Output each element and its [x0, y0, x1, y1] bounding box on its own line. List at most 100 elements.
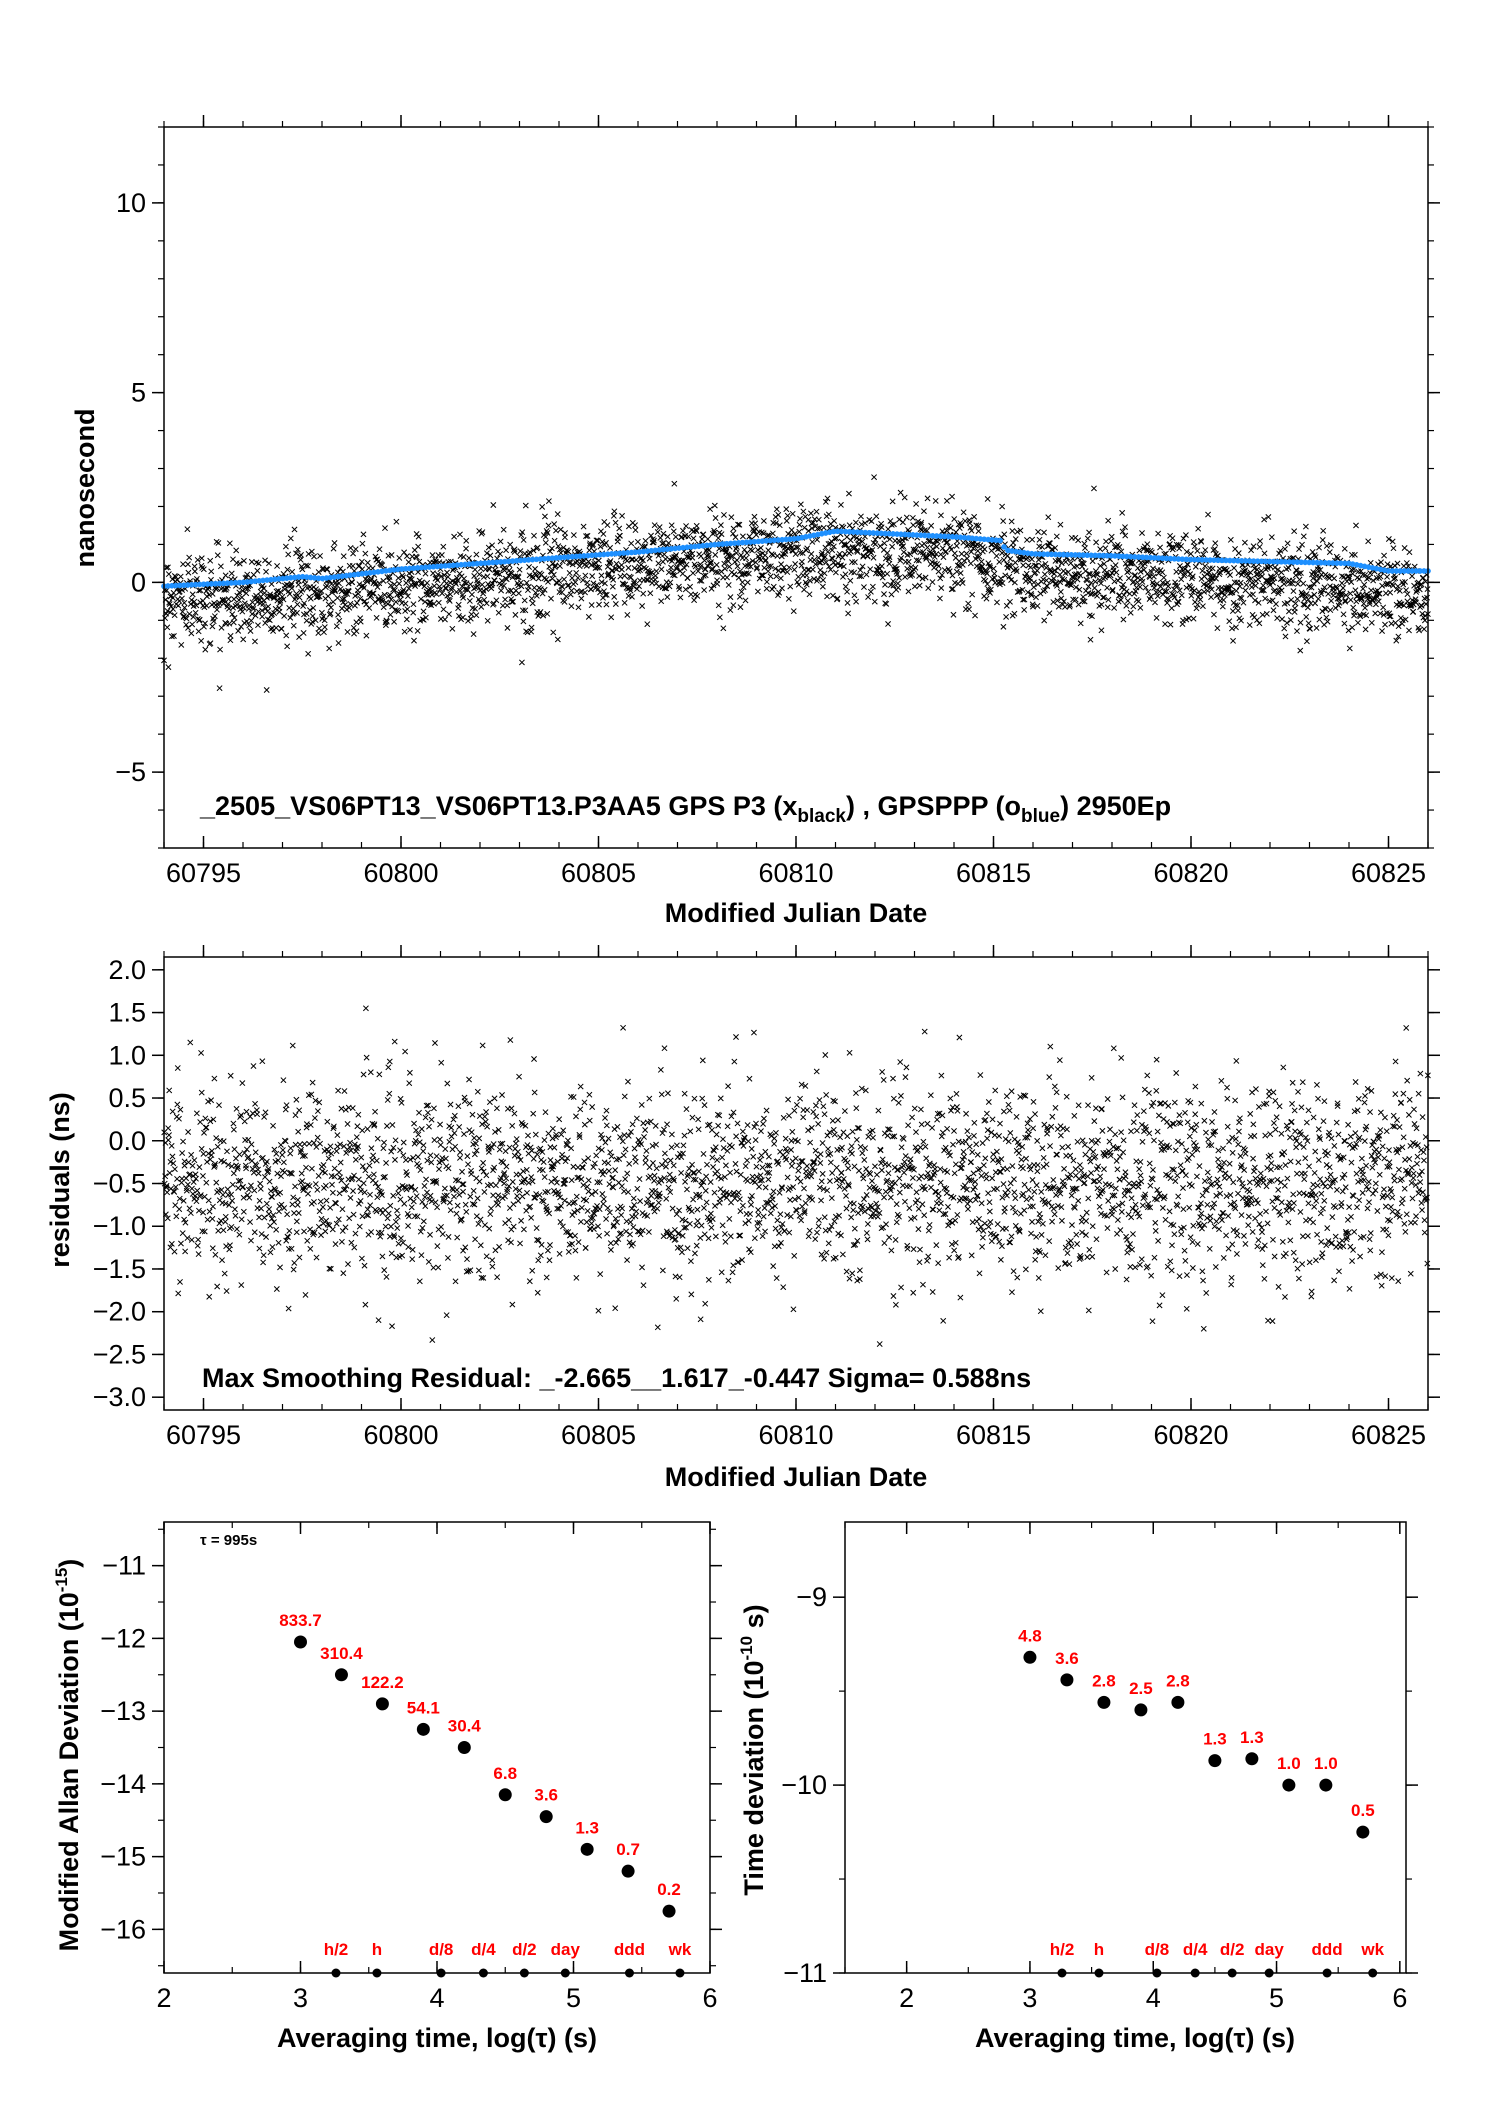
p1-data-point — [284, 643, 291, 650]
p1-data-point — [319, 565, 326, 572]
p1-data-point — [206, 591, 213, 598]
p1-data-point — [333, 623, 340, 630]
p1-data-point — [398, 591, 404, 598]
p1-data-point — [166, 599, 173, 606]
p1-xtick-label: 60815 — [956, 858, 1031, 888]
p1-data-point — [376, 580, 383, 587]
p1-data-point — [426, 585, 433, 592]
p1-data-point — [240, 636, 247, 643]
p1-data-point — [189, 621, 196, 628]
p1-data-point — [298, 551, 304, 558]
p1-data-point — [315, 630, 322, 636]
p1-data-point — [347, 600, 354, 607]
p1-data-point — [364, 578, 371, 585]
p1-data-point — [379, 562, 386, 569]
p1-data-point — [177, 573, 184, 580]
p1-data-point — [399, 572, 406, 579]
p1-data-point — [391, 587, 398, 594]
p1-data-point — [308, 548, 315, 555]
p1-data-point — [392, 598, 399, 605]
p1-data-point — [191, 568, 198, 575]
p1-data-point — [268, 581, 275, 588]
p1-data-point — [271, 610, 278, 617]
p1-data-point — [211, 613, 218, 620]
p1-data-point — [191, 563, 198, 570]
p1-data-point — [181, 599, 188, 606]
p1-data-point — [274, 562, 281, 569]
p1-data-point — [340, 553, 347, 560]
p1-data-point — [274, 592, 281, 599]
p1-data-point — [228, 570, 235, 577]
p1-data-point — [363, 632, 370, 639]
p1-data-point — [172, 573, 179, 580]
p1-data-point — [189, 591, 196, 598]
p1-data-point — [192, 609, 199, 616]
p1-data-point — [200, 566, 207, 573]
p1-data-point — [321, 617, 328, 624]
p1-data-point — [294, 609, 300, 616]
p1-data-point — [198, 637, 205, 644]
p1-data-point — [272, 605, 279, 612]
p1-data-point — [246, 622, 253, 629]
p1-data-point — [391, 581, 398, 588]
p1-data-point — [236, 560, 243, 567]
p1-data-point — [306, 607, 313, 614]
p1-data-point — [265, 603, 272, 610]
p1-data-point — [276, 608, 283, 615]
p1-data-point — [305, 650, 312, 657]
p1-data-point — [407, 626, 413, 633]
p1-data-point — [188, 597, 195, 603]
p1-data-point — [311, 553, 317, 560]
p1-data-point — [285, 551, 292, 558]
p1-data-point — [314, 593, 321, 600]
p1-data-point — [390, 586, 397, 593]
p1-data-point — [362, 550, 369, 557]
p1-data-point — [170, 606, 177, 612]
p1-data-point — [186, 554, 193, 561]
p1-data-point — [209, 623, 216, 630]
p1-data-point — [278, 625, 285, 632]
p1-data-point — [179, 595, 185, 602]
p1-data-point — [282, 543, 289, 550]
p1-data-point — [225, 596, 232, 603]
p1-data-point — [175, 602, 182, 609]
p1-data-point — [418, 581, 425, 588]
p1-data-point — [188, 630, 195, 637]
p1-data-point — [414, 627, 421, 634]
p1-data-point — [226, 605, 232, 612]
p1-title-sub1: black — [797, 806, 846, 827]
p1-ytick-label: 0 — [131, 567, 146, 597]
p1-data-point — [241, 600, 248, 607]
p1-data-point — [254, 567, 261, 574]
p1-data-point — [183, 615, 190, 622]
p1-data-point — [323, 566, 330, 573]
p1-data-point — [217, 563, 224, 570]
p1-data-point — [395, 575, 402, 582]
p1-data-point — [178, 641, 185, 648]
p1-data-point — [302, 581, 309, 587]
p1-data-point — [307, 595, 314, 602]
p1-data-point — [366, 605, 373, 611]
p1-data-point — [214, 552, 221, 559]
p1-data-point — [227, 632, 234, 639]
p1-data-point — [180, 561, 186, 568]
time-series-panel: 60795 60800 60805 60810 60815 60820 60825−5051… — [70, 115, 1440, 928]
p1-data-point — [417, 596, 424, 602]
p1-data-point — [353, 628, 360, 635]
p1-data-point — [349, 562, 356, 569]
p1-data-point — [252, 612, 259, 619]
p1-xtick-label: 60795 — [166, 858, 241, 888]
p1-data-point — [259, 607, 265, 614]
p1-data-point — [207, 557, 214, 564]
p1-data-point — [226, 540, 233, 547]
p1-data-point — [403, 616, 410, 623]
p1-data-point — [198, 555, 205, 562]
p1-data-point — [378, 597, 385, 603]
p1-ylabel: nanosecond — [70, 408, 100, 567]
p1-data-point — [401, 549, 408, 556]
p1-title-mid: ) , GPSPPP (o — [846, 791, 1021, 821]
p1-data-point — [388, 552, 395, 558]
p1-data-point — [349, 579, 356, 586]
p1-data-point — [415, 533, 422, 540]
